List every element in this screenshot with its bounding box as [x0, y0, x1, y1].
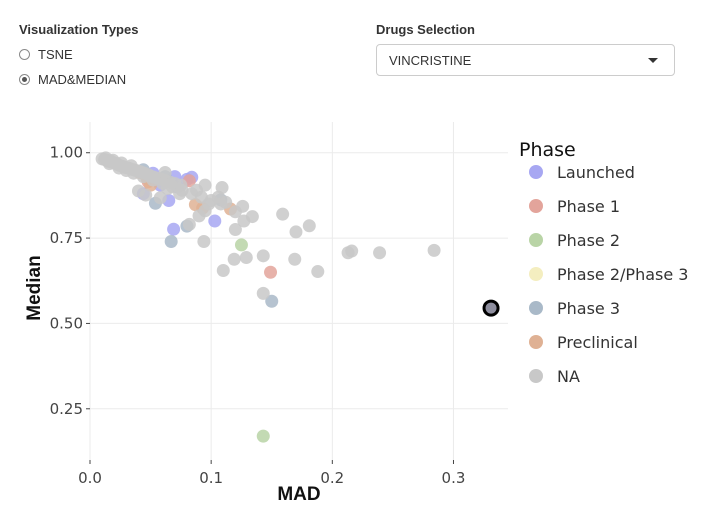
- point-na: [216, 264, 230, 278]
- point-na: [256, 286, 270, 300]
- y-tick-label: 0.25: [50, 400, 83, 418]
- radio-mad-median[interactable]: MAD&MEDIAN: [19, 72, 126, 87]
- drug-select-value: VINCRISTINE: [389, 52, 472, 68]
- point-na: [202, 197, 216, 211]
- radio-tsne-button[interactable]: [19, 49, 30, 60]
- plot-legend: Phase Launched Phase 1 Phase 2 Phase 2/Phase…: [519, 139, 688, 386]
- visualization-types-title: Visualization Types: [19, 22, 139, 37]
- point-na: [219, 195, 233, 209]
- radio-mad-median-button[interactable]: [19, 74, 30, 85]
- radio-tsne-label: TSNE: [38, 47, 73, 62]
- legend-label: Phase 2: [557, 231, 620, 250]
- point-na: [228, 223, 242, 237]
- point-na: [288, 252, 302, 266]
- point-na: [302, 219, 316, 233]
- y-axis-label: Median: [24, 255, 45, 320]
- legend-swatch: [529, 369, 543, 383]
- point-na: [227, 252, 241, 266]
- plot-axes: 0.0 0.1 0.2 0.3 0.25 0.50 0.75 1.00: [50, 144, 466, 487]
- drug-select[interactable]: VINCRISTINE: [376, 44, 675, 76]
- x-tick-label: 0.0: [78, 469, 102, 487]
- x-tick-label: 0.1: [199, 469, 223, 487]
- point-na: [198, 178, 212, 192]
- chevron-down-icon: [648, 58, 658, 63]
- y-tick-label: 0.75: [50, 229, 83, 247]
- point-phase-2: [256, 429, 270, 443]
- legend-label: Preclinical: [557, 333, 638, 352]
- plot-grid: [89, 122, 508, 460]
- scatter-chart: 0.0 0.1 0.2 0.3 0.25 0.50 0.75 1.00 Phase Launch…: [24, 122, 688, 505]
- point-na: [161, 182, 175, 196]
- point-na: [237, 214, 251, 228]
- point-phase-3: [164, 234, 178, 248]
- point-phase-3: [265, 294, 279, 308]
- point-na: [311, 265, 325, 279]
- legend-label: Phase 1: [557, 197, 620, 216]
- legend-swatch: [529, 233, 543, 247]
- point-na: [345, 244, 359, 258]
- point-na: [197, 234, 211, 248]
- point-phase-2: [234, 238, 248, 252]
- x-axis-label: MAD: [277, 484, 320, 505]
- legend-label: Launched: [557, 163, 635, 182]
- point-na: [173, 187, 187, 201]
- point-na: [256, 249, 270, 263]
- point-na: [373, 246, 387, 260]
- drugs-selection-title: Drugs Selection: [376, 22, 475, 37]
- x-tick-label: 0.2: [320, 469, 344, 487]
- radio-tsne[interactable]: TSNE: [19, 47, 73, 62]
- radio-mad-median-label: MAD&MEDIAN: [38, 72, 127, 87]
- legend-label: Phase 3: [557, 299, 620, 318]
- point-na: [427, 243, 441, 257]
- legend-swatch: [529, 267, 543, 281]
- point-na: [158, 166, 172, 180]
- point-na: [153, 191, 167, 205]
- legend-swatch: [529, 335, 543, 349]
- legend-swatch: [529, 165, 543, 179]
- point-phase-1: [264, 265, 278, 279]
- point-na: [182, 217, 196, 231]
- point-na: [276, 207, 290, 221]
- point-launched: [208, 214, 222, 228]
- point-launched: [167, 222, 181, 236]
- point-na: [239, 251, 253, 265]
- legend-title: Phase: [519, 139, 576, 161]
- plot-points: [95, 151, 500, 443]
- legend-label: Phase 2/Phase 3: [557, 265, 688, 284]
- x-tick-label: 0.3: [442, 469, 466, 487]
- y-tick-label: 0.50: [50, 314, 83, 332]
- point-na: [139, 188, 153, 202]
- point-na: [236, 199, 250, 213]
- legend-label: NA: [557, 367, 580, 386]
- point-na: [289, 225, 303, 239]
- highlight-point: [482, 299, 500, 317]
- point-na: [124, 159, 138, 173]
- y-tick-label: 1.00: [50, 144, 83, 162]
- legend-swatch: [529, 301, 543, 315]
- legend-swatch: [529, 199, 543, 213]
